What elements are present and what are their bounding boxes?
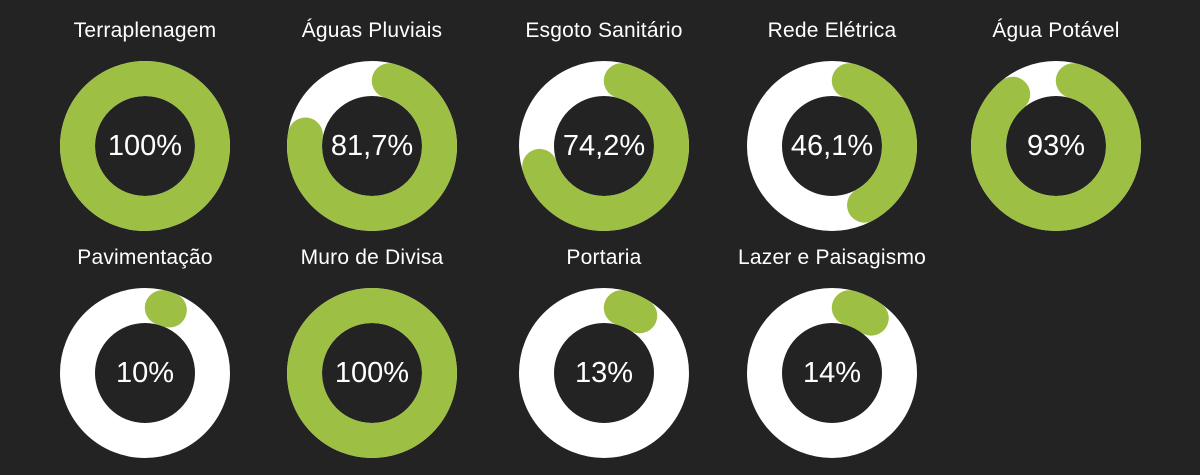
- item-title: Pavimentação: [77, 246, 213, 269]
- donut-value: 74,2%: [562, 130, 646, 162]
- donut-chart: 14%: [747, 288, 917, 458]
- progress-item-muro-de-divisa: Muro de Divisa 100%: [258, 246, 486, 458]
- donut-chart: 81,7%: [287, 61, 457, 231]
- donut-svg: [519, 61, 689, 231]
- donut-value: 10%: [115, 357, 175, 389]
- donut-value: 81,7%: [330, 130, 414, 162]
- donut-svg: [519, 288, 689, 458]
- progress-item-pavimentacao: Pavimentação 10%: [31, 246, 259, 458]
- donut-progress-arc: [519, 61, 689, 231]
- donut-value: 93%: [1026, 130, 1086, 162]
- donut-chart: 100%: [287, 288, 457, 458]
- item-title: Lazer e Paisagismo: [737, 246, 927, 269]
- donut-value: 100%: [107, 130, 183, 162]
- donut-svg: [287, 61, 457, 231]
- donut-svg: [287, 288, 457, 458]
- donut-chart: 46,1%: [747, 61, 917, 231]
- donut-svg: [747, 288, 917, 458]
- donut-svg: [60, 61, 230, 231]
- donut-chart: 13%: [519, 288, 689, 458]
- item-title: Rede Elétrica: [767, 19, 897, 42]
- donut-svg: [747, 61, 917, 231]
- item-title: Portaria: [566, 246, 642, 269]
- donut-value: 100%: [334, 357, 410, 389]
- donut-progress-arc: [519, 288, 689, 458]
- progress-item-terraplenagem: Terraplenagem 100%: [31, 19, 259, 231]
- donut-chart: 10%: [60, 288, 230, 458]
- item-title: Água Potável: [992, 19, 1120, 42]
- donut-value: 13%: [574, 357, 634, 389]
- item-title: Muro de Divisa: [300, 246, 444, 269]
- progress-item-aguas-pluviais: Águas Pluviais 81,7%: [258, 19, 486, 231]
- progress-item-rede-eletrica: Rede Elétrica 46,1%: [718, 19, 946, 231]
- donut-progress-arc: [747, 288, 917, 458]
- item-title: Esgoto Sanitário: [525, 19, 683, 42]
- donut-progress-arc: [287, 288, 457, 458]
- progress-item-lazer-e-paisagismo: Lazer e Paisagismo 14%: [718, 246, 946, 458]
- item-title: Terraplenagem: [73, 19, 217, 42]
- donut-chart: 100%: [60, 61, 230, 231]
- donut-progress-arc: [747, 61, 917, 231]
- donut-svg: [971, 61, 1141, 231]
- donut-progress-arc: [60, 288, 230, 458]
- progress-item-esgoto-sanitario: Esgoto Sanitário 74,2%: [490, 19, 718, 231]
- donut-value: 14%: [802, 357, 862, 389]
- donut-chart: 74,2%: [519, 61, 689, 231]
- donut-progress-arc: [287, 61, 457, 231]
- item-title: Águas Pluviais: [301, 19, 443, 42]
- donut-progress-arc: [971, 61, 1141, 231]
- donut-value: 46,1%: [790, 130, 874, 162]
- donut-svg: [60, 288, 230, 458]
- donut-chart: 93%: [971, 61, 1141, 231]
- progress-item-agua-potavel: Água Potável 93%: [942, 19, 1170, 231]
- donut-progress-arc: [60, 61, 230, 231]
- progress-item-portaria: Portaria 13%: [490, 246, 718, 458]
